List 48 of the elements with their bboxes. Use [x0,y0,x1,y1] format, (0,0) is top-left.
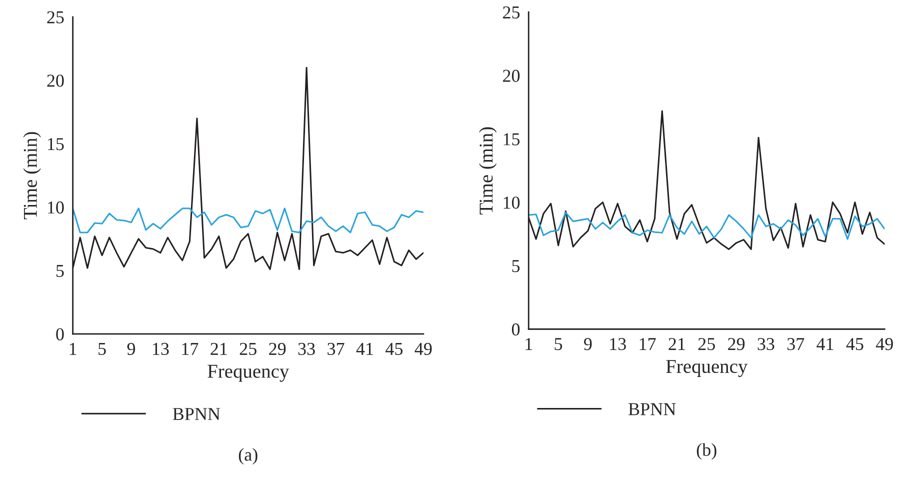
y-tick-label: 5 [56,264,64,277]
x-tick-label: 25 [240,342,256,355]
x-tick-label: 37 [787,338,804,350]
x-tick-label: 33 [298,342,315,355]
y-axis-title: Time (min) [23,132,41,220]
y-tick-label: 25 [503,6,520,19]
x-tick-label: 41 [816,338,834,350]
x-tick-label: 13 [153,342,169,355]
x-tick-label: 25 [698,338,715,350]
x-tick-label: 45 [386,342,403,355]
x-tick-label: 1 [70,342,76,355]
text: (b) [696,443,716,460]
text: (a) [238,448,258,464]
x-axis-title: Frequency [208,364,290,382]
y-tick-label: 25 [47,11,64,24]
x-tick-label: 41 [356,342,373,355]
y-tick-label: 0 [512,323,520,336]
y-tick-label: 20 [503,70,520,82]
x-tick-label: 33 [758,338,774,350]
x-tick-label: 21 [668,338,685,350]
y-tick-label: 15 [48,138,64,150]
x-tick-label: 45 [846,338,864,350]
y-tick-label: 5 [512,260,520,272]
x-axis-title: Frequency [666,360,748,378]
x-tick-label: 29 [728,338,745,350]
x-tick-label: 49 [876,338,893,350]
x-tick-label: 13 [610,338,626,350]
legend-label: BPNN [628,403,676,416]
x-tick-label: 5 [554,338,562,350]
x-tick-label: 17 [182,342,198,355]
x-tick-label: 49 [414,342,432,355]
x-tick-label: 9 [127,342,136,355]
x-tick-label: 9 [584,338,592,350]
y-tick-label: 10 [48,201,64,214]
y-tick-label: 15 [504,133,520,146]
x-tick-label: 29 [269,342,286,355]
x-tick-label: 17 [640,338,656,350]
x-tick-label: 37 [328,342,344,355]
y-axis-title: Time (min) [479,127,497,214]
x-tick-label: 5 [98,343,106,355]
legend-label: BPNN [172,408,220,420]
y-tick-label: 0 [56,328,64,340]
line-series [528,212,885,240]
x-tick-label: 1 [526,338,532,350]
y-tick-label: 20 [47,74,64,87]
line-series [72,208,424,234]
x-tick-label: 21 [210,342,227,355]
y-tick-label: 10 [504,196,520,209]
